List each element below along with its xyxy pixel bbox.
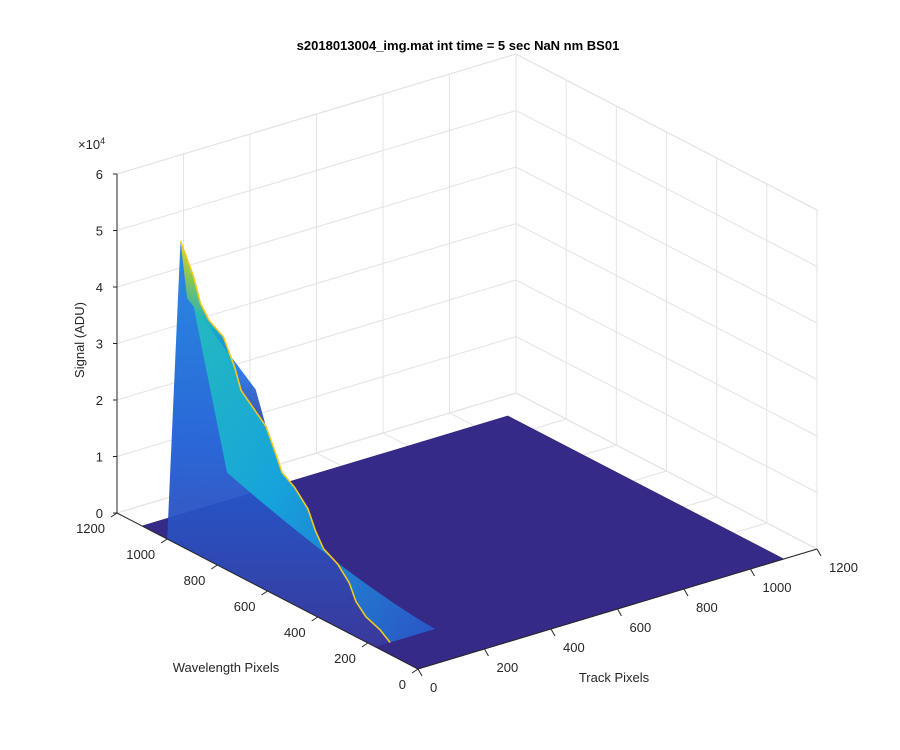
- x-tick-label: 200: [497, 660, 519, 675]
- y-tick: [411, 668, 419, 674]
- chart-title: s2018013004_img.mat int time = 5 sec NaN…: [297, 38, 620, 53]
- y-tick: [361, 642, 369, 648]
- signal-peak: [167, 240, 436, 647]
- x-tick: [484, 648, 489, 657]
- x-axis-line: [417, 548, 818, 670]
- y-tick-label: 200: [334, 651, 356, 666]
- peak-crest: [180, 241, 266, 427]
- z-tick-label: 0: [96, 506, 103, 521]
- grid-line-z: [116, 109, 818, 267]
- y-tick-label: 0: [399, 677, 406, 692]
- grid-line-z: [116, 222, 818, 380]
- z-exponent-label: ×104: [78, 136, 105, 152]
- tick-marks: [110, 173, 822, 677]
- y-axis-label: Wavelength Pixels: [173, 660, 280, 675]
- peak-slope-face: [180, 241, 436, 643]
- x-tick-label: 0: [430, 680, 437, 695]
- z-tick-label: 3: [96, 337, 103, 352]
- z-tick-label: 6: [96, 167, 103, 182]
- y-tick: [261, 590, 268, 596]
- x-tick-label: 1000: [763, 580, 792, 595]
- x-tick: [617, 608, 622, 617]
- y-tick: [311, 616, 318, 622]
- z-tick-label: 4: [96, 280, 103, 295]
- z-axis-label: Signal (ADU): [72, 302, 87, 378]
- peak-ridge-line: [179, 240, 391, 643]
- x-tick: [550, 628, 556, 637]
- tick-labels: 0200400600800100012000200400600800100012…: [76, 167, 858, 695]
- grid-line-z: [116, 166, 818, 324]
- y-tick-label: 1200: [76, 521, 105, 536]
- x-axis-label: Track Pixels: [579, 670, 650, 685]
- grid-line-z: [116, 279, 818, 437]
- x-tick: [750, 568, 755, 577]
- z-tick-label: 2: [96, 393, 103, 408]
- x-tick: [683, 588, 689, 597]
- x-tick-label: 1200: [829, 560, 858, 575]
- z-tick-label: 1: [96, 450, 103, 465]
- y-tick-label: 1000: [126, 547, 155, 562]
- y-tick-label: 400: [284, 625, 306, 640]
- x-tick-label: 800: [696, 600, 718, 615]
- x-tick-label: 400: [563, 640, 585, 655]
- x-tick: [816, 548, 822, 557]
- y-tick: [110, 512, 118, 518]
- z-tick-label: 5: [96, 224, 103, 239]
- x-tick-label: 600: [630, 620, 652, 635]
- y-tick-label: 800: [184, 573, 206, 588]
- y-tick: [160, 538, 168, 544]
- grid-line-z: [116, 53, 818, 211]
- y-tick-label: 600: [234, 599, 256, 614]
- y-tick: [211, 564, 218, 570]
- y-axis-line: [116, 512, 419, 670]
- top-back-edge: [116, 53, 818, 211]
- x-tick: [417, 668, 423, 677]
